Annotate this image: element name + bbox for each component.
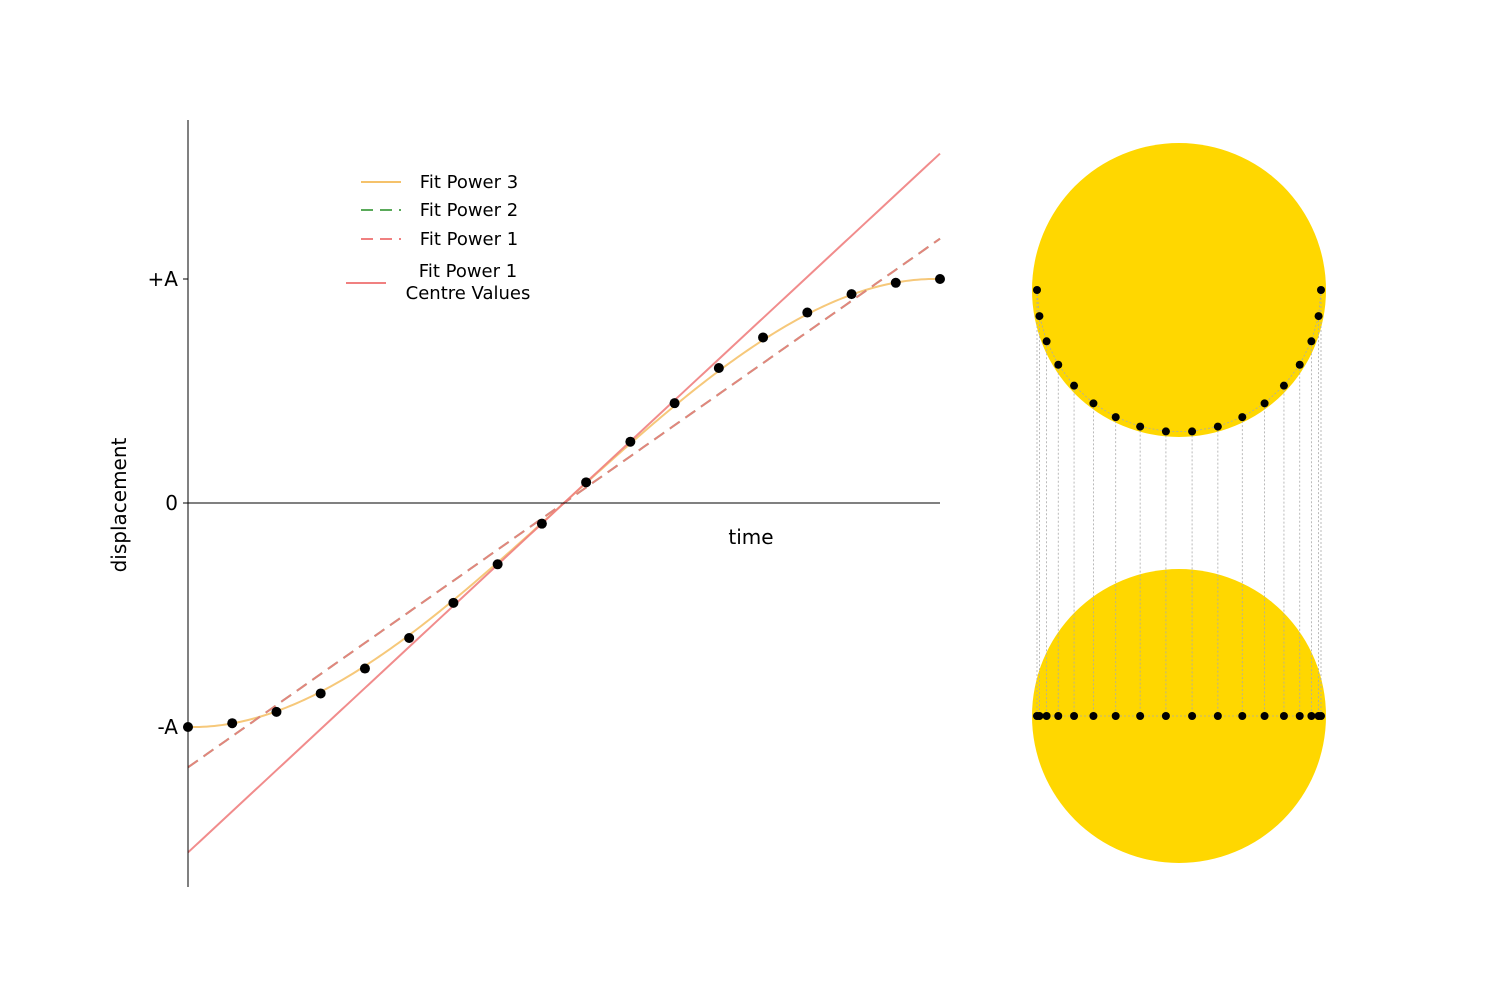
sample-point xyxy=(536,518,547,529)
circle-projection-diagram xyxy=(1032,143,1326,863)
y-tick-label: +A xyxy=(148,267,179,291)
sample-point xyxy=(846,289,857,300)
bottom-line-point xyxy=(1260,712,1269,720)
top-circle-point xyxy=(1317,286,1325,294)
bottom-line-point xyxy=(1317,712,1325,720)
top-circle-point xyxy=(1260,399,1269,408)
y-tick-label: -A xyxy=(158,715,179,739)
legend-label-3: Fit Power 1 Centre Values xyxy=(406,261,531,304)
top-circle-point xyxy=(1213,422,1222,431)
bottom-line-point xyxy=(1213,712,1222,720)
bottom-line-point xyxy=(1238,712,1247,720)
bottom-line-point xyxy=(1307,712,1316,720)
top-circle xyxy=(1032,143,1326,437)
bottom-line-point xyxy=(1042,712,1051,720)
sample-point xyxy=(315,688,326,699)
bottom-line-point xyxy=(1136,712,1145,720)
top-circle-point xyxy=(1042,337,1051,346)
sample-point xyxy=(359,663,370,674)
sample-points-layer xyxy=(183,274,945,732)
sample-point xyxy=(448,597,459,608)
top-circle-point xyxy=(1111,413,1120,422)
top-circle-point xyxy=(1295,360,1304,369)
sample-point xyxy=(625,436,636,447)
sample-point xyxy=(227,718,238,729)
y-tick-label: 0 xyxy=(165,491,178,515)
top-circle-point xyxy=(1238,413,1247,422)
bottom-line-point xyxy=(1054,712,1063,720)
x-axis-label: time xyxy=(728,525,773,549)
sample-point xyxy=(404,632,415,643)
sample-point xyxy=(271,706,282,717)
top-circle-point xyxy=(1035,312,1044,321)
bottom-line-point xyxy=(1070,712,1079,720)
bottom-line-point xyxy=(1295,712,1304,720)
sample-point xyxy=(581,477,592,488)
top-circle-point xyxy=(1089,399,1098,408)
top-circle-point xyxy=(1054,360,1063,369)
top-circle-point xyxy=(1314,312,1323,321)
top-circle-point xyxy=(1188,427,1197,436)
y-axis-label: displacement xyxy=(107,437,131,572)
sample-point xyxy=(669,398,680,409)
top-circle-point xyxy=(1033,286,1041,294)
sample-point xyxy=(713,363,724,374)
sample-point xyxy=(935,274,945,284)
bottom-line-point xyxy=(1111,712,1120,720)
bottom-line-point xyxy=(1089,712,1098,720)
bottom-circle xyxy=(1032,569,1326,863)
bottom-line-point xyxy=(1279,712,1288,720)
top-circle-point xyxy=(1136,422,1145,431)
sample-point xyxy=(492,559,503,570)
legend-label-1: Fit Power 2 xyxy=(420,200,518,221)
top-circle-point xyxy=(1307,337,1316,346)
bottom-line-point xyxy=(1161,712,1170,720)
top-circle-point xyxy=(1070,381,1079,390)
bottom-line-point xyxy=(1188,712,1197,720)
sample-point xyxy=(802,307,813,318)
sample-point xyxy=(758,332,769,343)
top-circle-point xyxy=(1279,381,1288,390)
sample-point xyxy=(890,277,901,288)
bottom-line-point xyxy=(1035,712,1044,720)
legend: Fit Power 3 Fit Power 2 Fit Power 1 Fit Pow… xyxy=(346,172,530,304)
legend-label-0: Fit Power 3 xyxy=(420,172,518,193)
y-ticks-layer: +A 0 -A xyxy=(148,267,188,739)
legend-label-2: Fit Power 1 xyxy=(420,229,518,250)
top-circle-point xyxy=(1161,427,1170,436)
